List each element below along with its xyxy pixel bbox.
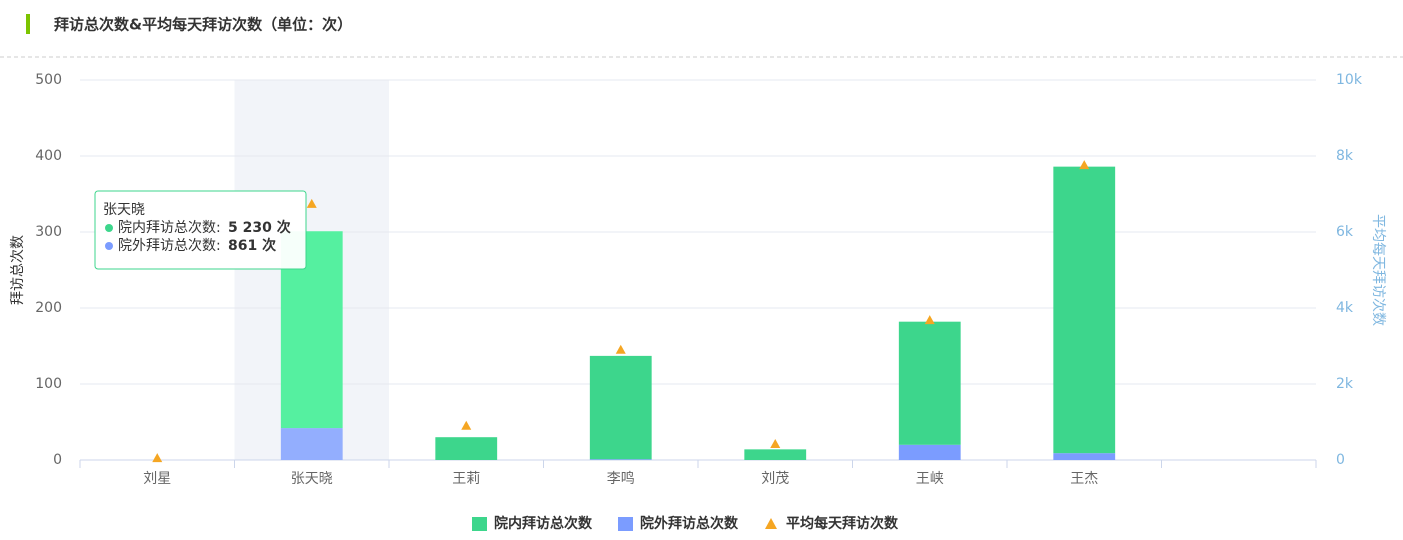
- x-tick-label: 王莉: [452, 471, 480, 487]
- tooltip-name: 院内拜访总次数: [118, 220, 216, 236]
- tooltip-value: 861 次: [228, 237, 276, 254]
- bar: [898, 444, 961, 460]
- bar: [435, 437, 498, 460]
- triangle-marker: [615, 344, 626, 354]
- y2-axis-title: 平均每天拜访次数: [1370, 214, 1386, 326]
- triangle-marker: [1079, 160, 1090, 170]
- triangle-marker: [461, 420, 472, 430]
- title-accent: [26, 14, 30, 34]
- legend-swatch: [618, 517, 633, 531]
- y-tick-label: 0: [53, 452, 62, 468]
- y-tick-label: 100: [35, 376, 62, 392]
- x-tick-label: 刘茂: [761, 470, 789, 487]
- tooltip-dot: [105, 242, 113, 250]
- bar: [1053, 453, 1116, 460]
- x-tick-label: 李鸣: [607, 470, 635, 487]
- tooltip-title: 张天晓: [103, 202, 145, 218]
- x-tick-label: 王杰: [1070, 471, 1098, 487]
- y-tick-label: 400: [35, 148, 62, 164]
- y2-tick-label: 2k: [1336, 376, 1354, 392]
- bar: [589, 355, 652, 460]
- y2-tick-label: 4k: [1336, 300, 1354, 316]
- legend-swatch: [472, 517, 487, 531]
- bar: [589, 459, 652, 460]
- tooltip-value: 5 230 次: [228, 219, 291, 236]
- tooltip-sep: :: [216, 238, 221, 254]
- y-tick-label: 500: [35, 72, 62, 88]
- x-tick-label: 张天晓: [291, 471, 333, 487]
- triangle-marker: [770, 439, 781, 449]
- y-tick-label: 200: [35, 300, 62, 316]
- triangle-marker: [924, 315, 935, 325]
- y2-tick-label: 6k: [1336, 224, 1354, 240]
- x-tick-label: 王峡: [916, 471, 944, 487]
- chart-title: 拜访总次数&平均每天拜访次数（单位：次）: [54, 16, 352, 34]
- tooltip-name: 院外拜访总次数: [118, 238, 216, 254]
- triangle-marker: [152, 453, 163, 463]
- tooltip-dot: [105, 224, 113, 232]
- legend-label: 院外拜访总次数: [640, 515, 739, 532]
- y-tick-label: 300: [35, 224, 62, 240]
- tooltip-sep: :: [216, 220, 221, 236]
- bar: [898, 321, 961, 445]
- y2-tick-label: 10k: [1336, 72, 1363, 88]
- bar: [280, 428, 343, 460]
- legend-label: 院内拜访总次数: [494, 515, 593, 532]
- tooltip-box: [94, 190, 307, 270]
- y2-tick-label: 8k: [1336, 148, 1354, 164]
- legend-label: 平均每天拜访次数: [786, 515, 899, 532]
- legend-swatch: [765, 518, 777, 529]
- bar: [744, 449, 807, 460]
- bar: [1053, 166, 1116, 454]
- y2-tick-label: 0: [1336, 452, 1345, 468]
- y-axis-title: 拜访总次数: [10, 235, 26, 305]
- x-tick-label: 刘星: [143, 471, 171, 487]
- triangle-marker: [306, 198, 317, 208]
